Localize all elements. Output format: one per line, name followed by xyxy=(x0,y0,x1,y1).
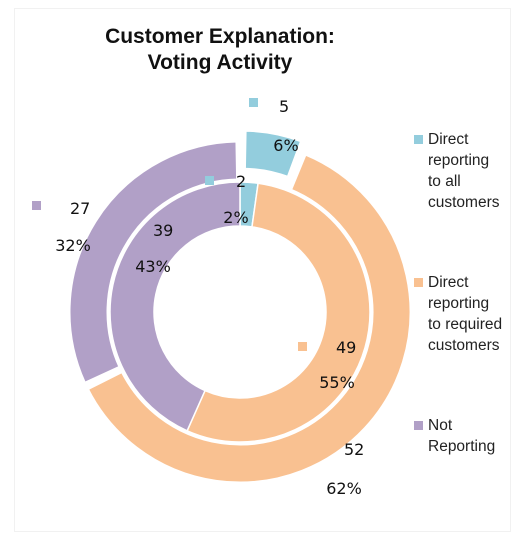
legend-label-not-reporting: Not Reporting xyxy=(428,417,496,455)
outer-value-label-not-reporting: 27 xyxy=(70,199,90,218)
outer-value-label-direct-all: 5 xyxy=(279,97,289,116)
inner-label-key-not-reporting xyxy=(116,224,125,233)
outer-ring-slice-direct-required xyxy=(85,152,413,485)
inner-value-label-not-reporting: 39 xyxy=(153,221,173,240)
inner-percent-label-direct-all: 2% xyxy=(223,208,248,227)
inner-percent-label-not-reporting: 43% xyxy=(135,257,171,276)
inner-value-label-direct-all: 2 xyxy=(236,172,246,191)
inner-label-key-direct-all xyxy=(205,176,214,185)
inner-label-key-direct-required xyxy=(298,342,307,351)
outer-ring-slice-direct-all xyxy=(242,128,304,180)
outer-label-key-not-reporting xyxy=(32,201,41,210)
legend-swatch-not-reporting xyxy=(414,421,423,430)
chart-title-line-1: Customer Explanation: xyxy=(105,25,335,48)
legend-swatch-direct-required xyxy=(414,278,423,287)
inner-percent-label-direct-required: 55% xyxy=(319,373,355,392)
outer-value-label-direct-required: 52 xyxy=(344,440,364,459)
inner-value-label-direct-required: 49 xyxy=(336,338,356,357)
outer-label-key-direct-all xyxy=(249,98,258,107)
chart-title: Customer Explanation: Voting Activity xyxy=(40,24,400,76)
outer-percent-label-direct-all: 6% xyxy=(273,136,298,155)
legend-label-direct-required: Direct reporting to required customers xyxy=(428,274,503,354)
legend-label-direct-all: Direct reporting to all customers xyxy=(428,131,500,211)
inner-ring-slice-direct-required xyxy=(186,182,371,443)
outer-percent-label-direct-required: 62% xyxy=(326,479,362,498)
outer-ring-slice-not-reporting xyxy=(67,139,240,386)
inner-ring-slice-not-reporting xyxy=(109,181,241,432)
outer-percent-label-not-reporting: 32% xyxy=(55,236,91,255)
chart-title-line-2: Voting Activity xyxy=(147,51,293,74)
legend-swatch-direct-all xyxy=(414,135,423,144)
